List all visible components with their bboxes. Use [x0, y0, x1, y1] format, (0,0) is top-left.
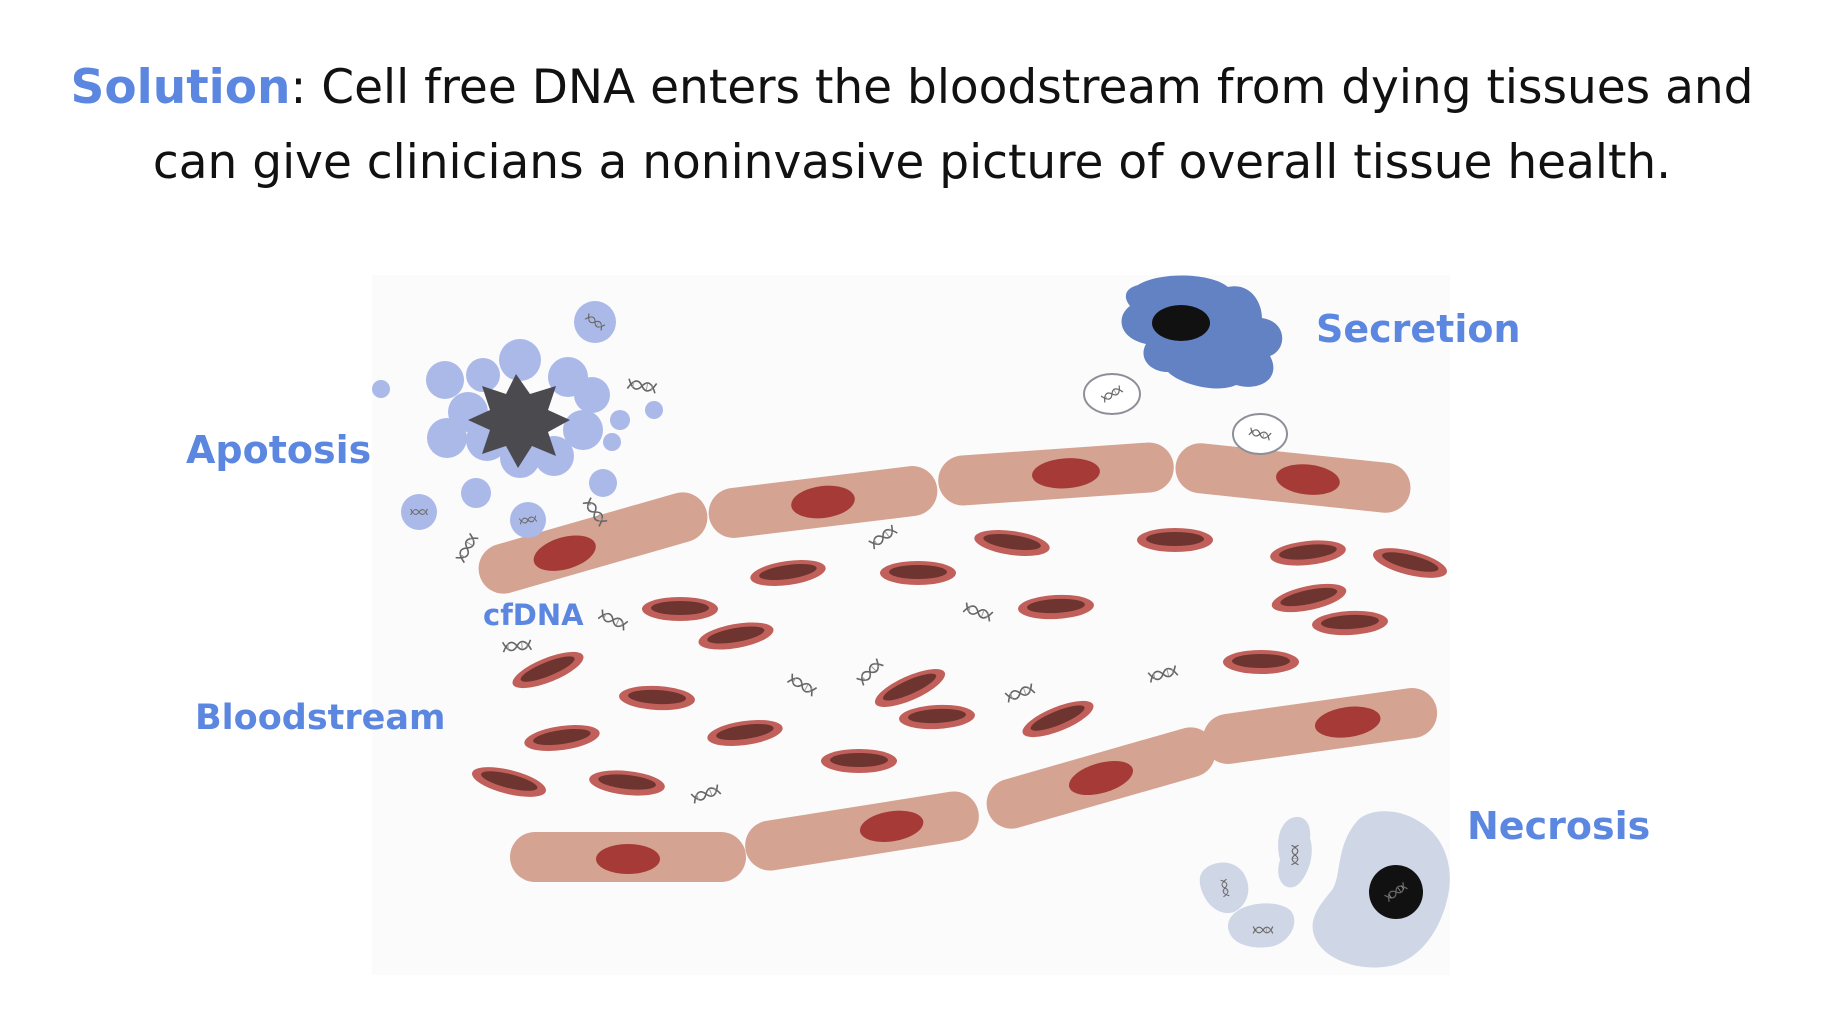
- vessel-bottom-wall: [510, 688, 1438, 882]
- heading: Solution: Cell free DNA enters the blood…: [0, 50, 1824, 200]
- label-bloodstream: Bloodstream: [195, 698, 445, 738]
- label-apoptosis: Apotosis: [186, 428, 371, 472]
- solution-label: Solution: [70, 60, 291, 115]
- heading-line-2: can give clinicians a noninvasive pictur…: [152, 135, 1672, 190]
- apoptotic-cell: [372, 339, 663, 508]
- heading-line-1: Solution: Cell free DNA enters the blood…: [0, 50, 1824, 125]
- label-necrosis: Necrosis: [1467, 804, 1650, 848]
- vessel-top-wall: [478, 442, 1411, 594]
- label-cfdna: cfDNA: [483, 598, 584, 632]
- apoptotic-bodies: [401, 301, 616, 538]
- secreted-vesicles: [1083, 373, 1288, 455]
- necrotic-cell: [1199, 811, 1450, 968]
- secreting-cell: [1121, 275, 1283, 389]
- label-secretion: Secretion: [1316, 307, 1521, 351]
- heading-line-1-text: : Cell free DNA enters the bloodstream f…: [290, 60, 1754, 115]
